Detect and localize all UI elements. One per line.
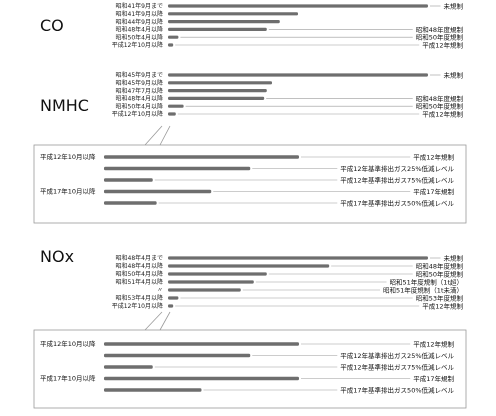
nox-detail-panel — [33, 311, 467, 409]
nmhc-detail-bar — [104, 189, 212, 194]
nmhc-detail-annotation: 平成17年基準排出ガス50%低減レベル — [340, 198, 454, 207]
nmhc-bar — [168, 89, 267, 93]
nmhc-bar — [168, 96, 265, 100]
nox-detail-row-label: 平成17年10月以降 — [40, 374, 96, 383]
nox-row-label: 昭和48年4月まで — [116, 254, 163, 262]
nox-bar-annotation: 平成12年規制 — [422, 301, 463, 310]
nmhc-row-label: 昭和45年9月まで — [116, 71, 163, 79]
co-bar — [168, 12, 298, 16]
co-bar — [168, 20, 280, 24]
co-bar-annotation: 昭和50年度規制 — [416, 33, 464, 42]
group-label-co: CO — [40, 16, 64, 35]
nmhc-detail-annotation: 平成17年規制 — [413, 187, 454, 196]
co-row-label: 昭和48年4月以降 — [116, 26, 163, 34]
nmhc-bar-annotation: 昭和48年度規制 — [416, 94, 464, 103]
nox-bar — [168, 280, 254, 284]
co-row-label: 昭和44年9月以降 — [116, 18, 163, 26]
nmhc-bar-annotation: 昭和50年度規制 — [416, 102, 464, 111]
co-bar — [168, 43, 174, 47]
co-bar — [168, 27, 267, 31]
co-bar-annotation: 昭和48年度規制 — [416, 25, 464, 34]
nmhc-detail-row-label: 平成17年10月以降 — [40, 187, 96, 196]
nox-bar — [168, 296, 179, 300]
nox-bar-annotation: 昭和50年度規制 — [416, 269, 464, 278]
nox-detail-annotation: 平成12年規制 — [413, 339, 454, 348]
nox-detail-annotation: 平成17年基準排出ガス50%低減レベル — [340, 385, 454, 394]
nox-bar-annotation: 昭和51年度規制（1t超） — [390, 277, 463, 286]
co-bar — [168, 4, 428, 8]
co-bar-annotation: 平成12年規制 — [422, 40, 463, 49]
nox-bar — [168, 256, 428, 260]
nmhc-row-label: 昭和47年7月以降 — [116, 87, 163, 95]
nox-detail-row-label: 平成12年10月以降 — [40, 339, 96, 348]
nmhc-row-label: 平成12年10月以降 — [112, 110, 163, 118]
nmhc-detail-annotation: 平成12年基準排出ガス75%低減レベル — [340, 175, 454, 184]
nmhc-bar-annotation: 未規制 — [444, 70, 464, 79]
nmhc-detail-panel — [33, 125, 467, 224]
nmhc-detail-annotation: 平成12年基準排出ガス25%低減レベル — [340, 164, 454, 173]
co-row-label: 昭和41年9月まで — [116, 2, 163, 10]
nox-detail-bar — [104, 376, 299, 381]
group-label-nmhc: NMHC — [40, 96, 89, 115]
nmhc-detail-annotation: 平成12年規制 — [413, 152, 454, 161]
nox-row-label: 平成12年10月以降 — [112, 302, 163, 310]
nox-bar-annotation: 昭和48年度規制 — [416, 261, 464, 270]
nox-row-label: 〃 — [157, 287, 163, 294]
nox-bar — [168, 272, 267, 276]
nmhc-row-label: 昭和45年9月以降 — [116, 79, 163, 87]
nmhc-bar — [168, 104, 184, 108]
nox-bar — [168, 288, 241, 292]
nox-detail-annotation: 平成12年基準排出ガス75%低減レベル — [340, 362, 454, 371]
nox-detail-bar — [104, 388, 202, 392]
nmhc-detail-row-label: 平成12年10月以降 — [40, 152, 96, 161]
nox-detail-bar — [104, 353, 251, 358]
nox-bar-annotation: 未規制 — [444, 253, 464, 262]
co-bar — [168, 35, 179, 39]
nmhc-row-label: 昭和48年4月以降 — [116, 95, 163, 103]
nox-row-label: 昭和51年4月以降 — [116, 278, 163, 286]
nmhc-detail-bar — [104, 166, 251, 171]
nmhc-detail-bar — [104, 155, 299, 159]
co-row-label: 昭和50年4月以降 — [116, 33, 163, 41]
nox-bar-annotation: 昭和53年度規制 — [416, 293, 464, 302]
nmhc-row-label: 昭和50年4月以降 — [116, 102, 163, 110]
nox-row-label: 昭和53年4月以降 — [116, 294, 163, 302]
nmhc-bar — [168, 112, 176, 116]
nmhc-detail-bar — [104, 201, 157, 205]
nmhc-bar-annotation: 平成12年規制 — [422, 109, 463, 118]
co-row-label: 平成12年10月以降 — [112, 41, 163, 49]
nmhc-detail-bar — [104, 178, 153, 182]
nox-row-label: 昭和50年4月以降 — [116, 270, 163, 278]
nox-bar — [168, 304, 174, 308]
group-label-nox: NOx — [40, 247, 74, 266]
nox-detail-bar — [104, 365, 153, 369]
nox-detail-annotation: 平成17年規制 — [413, 374, 454, 383]
nox-detail-annotation: 平成12年基準排出ガス25%低減レベル — [340, 351, 454, 360]
nox-detail-bar — [104, 342, 299, 346]
nmhc-bar — [168, 81, 272, 85]
co-bar-annotation: 未規制 — [444, 1, 464, 10]
nmhc-bar — [168, 73, 428, 77]
co-row-label: 昭和41年9月以降 — [116, 10, 163, 18]
nox-bar — [168, 264, 330, 268]
nox-bar-annotation: 昭和51年度規制（1t未満） — [383, 285, 463, 294]
nox-row-label: 昭和48年4月以降 — [116, 262, 163, 270]
